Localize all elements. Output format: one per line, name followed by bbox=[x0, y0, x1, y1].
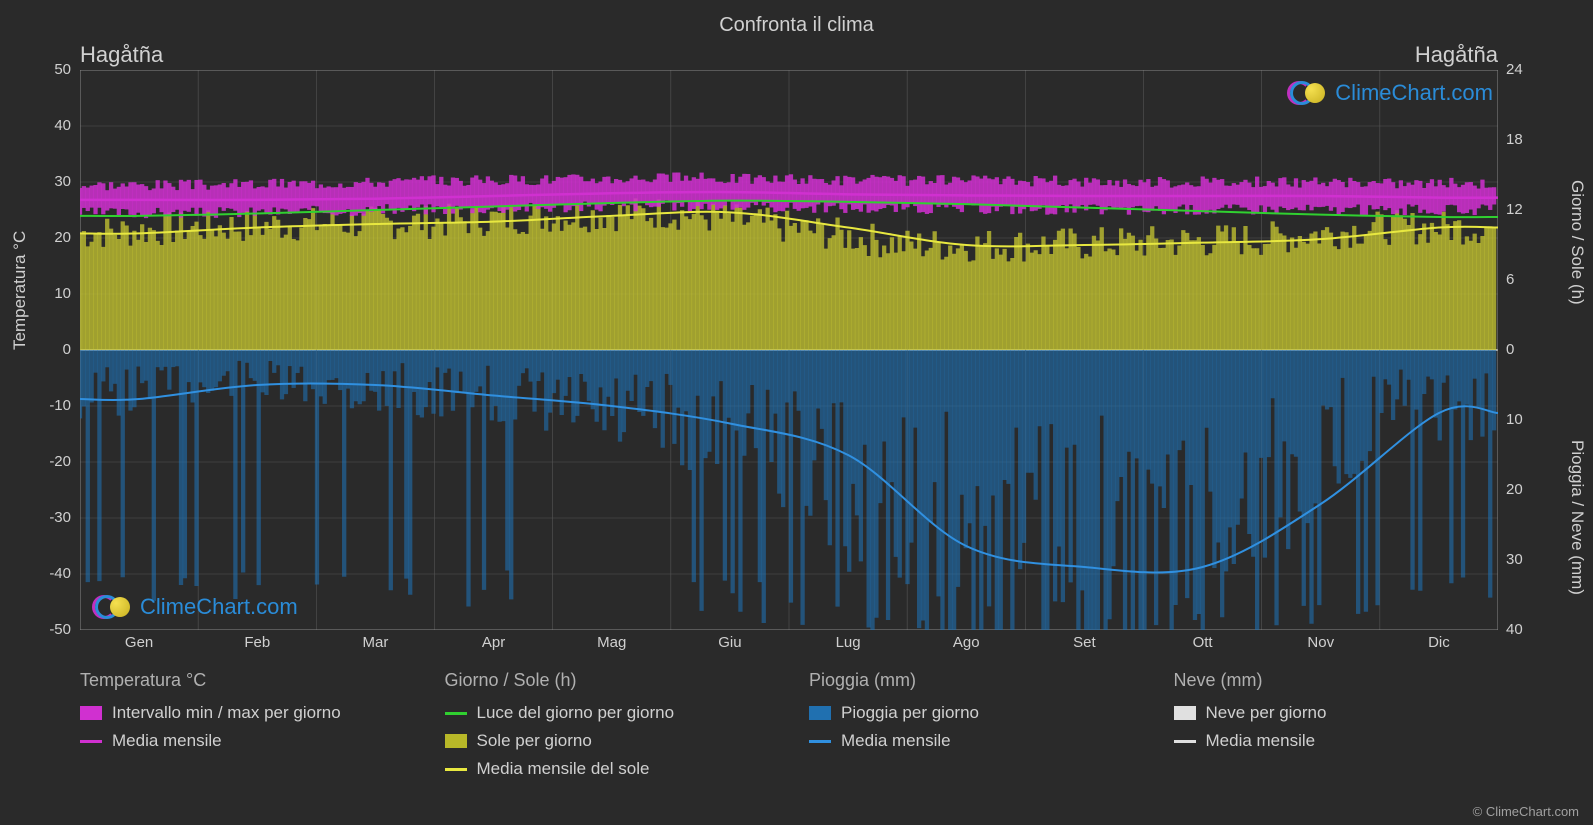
chart-plot-area bbox=[80, 70, 1498, 630]
legend-label: Sole per giorno bbox=[477, 731, 592, 751]
y-tick-left: -40 bbox=[31, 565, 71, 582]
legend-item: Media mensile del sole bbox=[445, 759, 770, 779]
climechart-logo-icon bbox=[92, 594, 132, 620]
legend: Temperatura °C Intervallo min / max per g… bbox=[80, 670, 1498, 787]
legend-group-title: Giorno / Sole (h) bbox=[445, 670, 770, 691]
legend-label: Neve per giorno bbox=[1206, 703, 1327, 723]
legend-group: Pioggia (mm) Pioggia per giorno Media mens… bbox=[809, 670, 1134, 787]
y-tick-right-bottom: 10 bbox=[1506, 411, 1546, 428]
legend-item: Intervallo min / max per giorno bbox=[80, 703, 405, 723]
legend-swatch bbox=[809, 740, 831, 743]
x-tick-month: Set bbox=[1073, 634, 1096, 651]
chart-svg bbox=[80, 70, 1498, 630]
x-tick-month: Lug bbox=[836, 634, 861, 651]
legend-label: Luce del giorno per giorno bbox=[477, 703, 675, 723]
y-tick-left: -20 bbox=[31, 453, 71, 470]
x-tick-month: Ago bbox=[953, 634, 980, 651]
x-tick-month: Mar bbox=[362, 634, 388, 651]
legend-label: Media mensile del sole bbox=[477, 759, 650, 779]
x-tick-month: Mag bbox=[597, 634, 626, 651]
y-tick-left: 0 bbox=[31, 341, 71, 358]
copyright-text: © ClimeChart.com bbox=[1473, 804, 1579, 819]
y-tick-right-top: 18 bbox=[1506, 131, 1546, 148]
y-tick-left: -50 bbox=[31, 621, 71, 638]
climechart-logo-icon bbox=[1287, 80, 1327, 106]
y-tick-right-top: 6 bbox=[1506, 271, 1546, 288]
y-tick-right-bottom: 40 bbox=[1506, 621, 1546, 638]
y-tick-right-top: 0 bbox=[1506, 341, 1546, 358]
y-tick-left: 10 bbox=[31, 285, 71, 302]
legend-group: Temperatura °C Intervallo min / max per g… bbox=[80, 670, 405, 787]
y-tick-left: 30 bbox=[31, 173, 71, 190]
legend-item: Media mensile bbox=[809, 731, 1134, 751]
legend-label: Media mensile bbox=[1206, 731, 1316, 751]
legend-swatch bbox=[1174, 706, 1196, 720]
x-tick-month: Apr bbox=[482, 634, 505, 651]
y-tick-right-top: 12 bbox=[1506, 201, 1546, 218]
y-tick-left: -30 bbox=[31, 509, 71, 526]
legend-swatch bbox=[445, 734, 467, 748]
y-tick-right-bottom: 30 bbox=[1506, 551, 1546, 568]
x-tick-month: Gen bbox=[125, 634, 153, 651]
x-tick-month: Nov bbox=[1307, 634, 1334, 651]
y-tick-left: -10 bbox=[31, 397, 71, 414]
legend-swatch bbox=[445, 768, 467, 771]
legend-item: Sole per giorno bbox=[445, 731, 770, 751]
legend-group: Neve (mm) Neve per giorno Media mensile bbox=[1174, 670, 1499, 787]
y-axis-right-top-label: Giorno / Sole (h) bbox=[1567, 180, 1587, 305]
watermark-top-right: ClimeChart.com bbox=[1287, 80, 1493, 106]
y-axis-left-label: Temperatura °C bbox=[10, 231, 30, 350]
legend-label: Intervallo min / max per giorno bbox=[112, 703, 341, 723]
watermark-text: ClimeChart.com bbox=[140, 594, 298, 620]
watermark-bottom-left: ClimeChart.com bbox=[92, 594, 298, 620]
legend-group-title: Neve (mm) bbox=[1174, 670, 1499, 691]
legend-item: Luce del giorno per giorno bbox=[445, 703, 770, 723]
x-tick-month: Dic bbox=[1428, 634, 1450, 651]
location-label-right: Hagåtña bbox=[1415, 42, 1498, 68]
legend-swatch bbox=[80, 706, 102, 720]
y-tick-left: 20 bbox=[31, 229, 71, 246]
legend-swatch bbox=[1174, 740, 1196, 743]
legend-swatch bbox=[80, 740, 102, 743]
legend-label: Pioggia per giorno bbox=[841, 703, 979, 723]
y-tick-right-bottom: 20 bbox=[1506, 481, 1546, 498]
legend-group-title: Temperatura °C bbox=[80, 670, 405, 691]
x-tick-month: Feb bbox=[244, 634, 270, 651]
legend-item: Neve per giorno bbox=[1174, 703, 1499, 723]
y-tick-left: 50 bbox=[31, 61, 71, 78]
x-tick-month: Ott bbox=[1193, 634, 1213, 651]
legend-group: Giorno / Sole (h) Luce del giorno per gio… bbox=[445, 670, 770, 787]
legend-swatch bbox=[445, 712, 467, 715]
watermark-text: ClimeChart.com bbox=[1335, 80, 1493, 106]
legend-item: Media mensile bbox=[1174, 731, 1499, 751]
chart-title: Confronta il clima bbox=[0, 0, 1593, 37]
y-tick-right-top: 24 bbox=[1506, 61, 1546, 78]
y-tick-left: 40 bbox=[31, 117, 71, 134]
legend-label: Media mensile bbox=[841, 731, 951, 751]
y-axis-right-bottom-label: Pioggia / Neve (mm) bbox=[1567, 440, 1587, 595]
legend-item: Media mensile bbox=[80, 731, 405, 751]
location-label-left: Hagåtña bbox=[80, 42, 163, 68]
legend-item: Pioggia per giorno bbox=[809, 703, 1134, 723]
legend-swatch bbox=[809, 706, 831, 720]
legend-group-title: Pioggia (mm) bbox=[809, 670, 1134, 691]
legend-label: Media mensile bbox=[112, 731, 222, 751]
x-tick-month: Giu bbox=[718, 634, 741, 651]
